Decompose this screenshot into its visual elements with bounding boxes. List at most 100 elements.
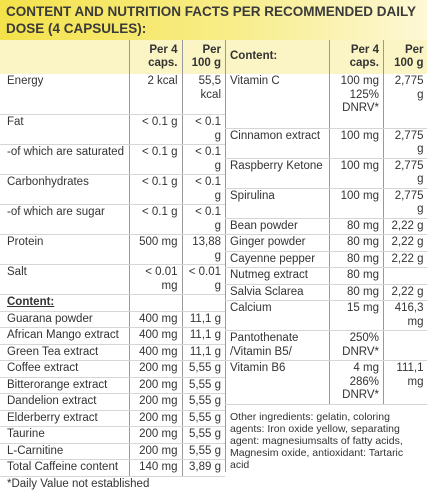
header-row: Per 4 caps.Per 100 g — [0, 40, 225, 74]
ingredients-row: Other ingredients: gelatin, coloring age… — [226, 404, 427, 472]
value-cell: 5,55 g — [182, 410, 225, 427]
label-cell: Elderberry extract — [0, 410, 129, 427]
value-cell: 200 mg — [129, 361, 182, 378]
value-cell: 416,3 mg — [384, 301, 427, 331]
value-cell: 80 mg — [330, 235, 384, 252]
footnote: *Daily Value not established — [0, 476, 225, 492]
value-cell: 80 mg — [330, 268, 384, 285]
column-header: Per 100 g — [384, 40, 427, 74]
value-cell — [384, 268, 427, 285]
column-header: Content: — [226, 40, 330, 74]
value-cell: 5,55 g — [182, 361, 225, 378]
label-cell: Taurine — [0, 427, 129, 444]
label-cell: Vitamin C — [226, 74, 330, 128]
value-cell: 2,22 g — [384, 218, 427, 235]
value-cell: 2,22 g — [384, 235, 427, 252]
label-cell: Cinnamon extract — [226, 128, 330, 158]
value-cell: 400 mg — [129, 311, 182, 328]
label-cell: Fat — [0, 115, 129, 145]
value-cell: 100 mg — [330, 188, 384, 218]
empty-header — [0, 40, 129, 74]
label-cell: L-Carnitine — [0, 443, 129, 460]
value-cell: < 0.1 g — [129, 115, 182, 145]
label-cell: Vitamin B6 — [226, 361, 330, 405]
value-cell: < 0.1 g — [182, 145, 225, 175]
row: Fat< 0.1 g< 0.1 g — [0, 115, 225, 145]
value-cell: < 0.1 g — [129, 205, 182, 235]
value-cell: 250% DNRV* — [330, 331, 384, 361]
value-cell: 2,775 g — [384, 128, 427, 158]
label-cell: Energy — [0, 74, 129, 115]
value-cell: 2,22 g — [384, 284, 427, 301]
label-cell: Raspberry Ketone — [226, 158, 330, 188]
value-cell: 11,1 g — [182, 311, 225, 328]
value-cell: 3,89 g — [182, 460, 225, 477]
section-row: Content: — [0, 295, 225, 312]
row: -of which are sugar< 0.1 g< 0.1 g — [0, 205, 225, 235]
value-cell: < 0.1 g — [129, 145, 182, 175]
value-cell: 5,55 g — [182, 394, 225, 411]
empty-cell — [182, 295, 225, 312]
label-cell: -of which are sugar — [0, 205, 129, 235]
label-cell: Green Tea extract — [0, 344, 129, 361]
value-cell: 11,1 g — [182, 328, 225, 345]
header-row: Content:Per 4 caps.Per 100 g — [226, 40, 427, 74]
value-cell: 2 kcal — [129, 74, 182, 115]
value-cell: 5,55 g — [182, 377, 225, 394]
label-cell: Ginger powder — [226, 235, 330, 252]
row: Carbonhydrates< 0.1 g< 0.1 g — [0, 175, 225, 205]
value-cell: < 0.01 g — [182, 265, 225, 295]
value-cell — [384, 331, 427, 361]
label-cell: Guarana powder — [0, 311, 129, 328]
value-cell: < 0.1 g — [182, 175, 225, 205]
label-cell: Bean powder — [226, 218, 330, 235]
value-cell: 100 mg 125% DNRV* — [330, 74, 384, 128]
label-cell: Total Caffeine content — [0, 460, 129, 477]
value-cell: 11,1 g — [182, 344, 225, 361]
value-cell: 13,88 g — [182, 235, 225, 265]
value-cell: 5,55 g — [182, 427, 225, 444]
label-cell: Coffee extract — [0, 361, 129, 378]
label-cell: African Mango extract — [0, 328, 129, 345]
label-cell: Spirulina — [226, 188, 330, 218]
value-cell: < 0.1 g — [182, 115, 225, 145]
value-cell: 400 mg — [129, 344, 182, 361]
row: Pantothenate /Vitamin B5/250% DNRV* — [226, 331, 427, 361]
label-cell: Bitterorange extract — [0, 377, 129, 394]
value-cell: 200 mg — [129, 427, 182, 444]
value-cell: 2,22 g — [384, 251, 427, 268]
column-header: Per 4 caps. — [129, 40, 182, 74]
value-cell: 2,775 g — [384, 158, 427, 188]
row: Salt< 0.01 mg< 0.01 g — [0, 265, 225, 295]
value-cell: 5,55 g — [182, 443, 225, 460]
value-cell: 200 mg — [129, 410, 182, 427]
value-cell: 500 mg — [129, 235, 182, 265]
title: CONTENT AND NUTRITION FACTS PER RECOMMEN… — [0, 0, 427, 40]
label-cell: Carbonhydrates — [0, 175, 129, 205]
value-cell: 80 mg — [330, 284, 384, 301]
value-cell: 200 mg — [129, 394, 182, 411]
value-cell: 55,5 kcal — [182, 74, 225, 115]
value-cell: < 0.01 mg — [129, 265, 182, 295]
value-cell: 15 mg — [330, 301, 384, 331]
value-cell: 140 mg — [129, 460, 182, 477]
